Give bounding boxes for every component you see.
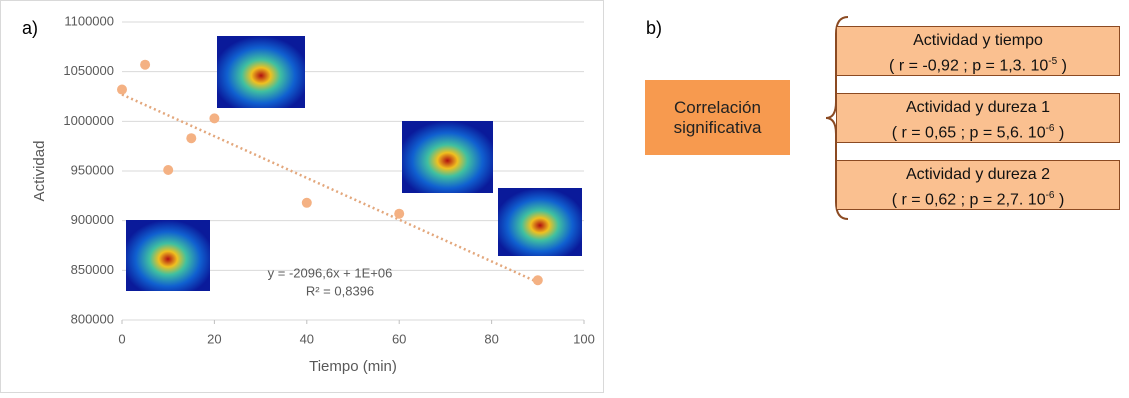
x-tick-label: 80 <box>484 331 498 346</box>
point <box>117 85 127 95</box>
correlation-box: Actividad y tiempo( r = -0,92 ; p = 1,3.… <box>836 26 1120 76</box>
point <box>302 198 312 208</box>
stats-exponent: -6 <box>1046 190 1055 201</box>
box-stats: ( r = 0,65 ; p = 5,6. 10-6 ) <box>837 118 1119 143</box>
point <box>186 133 196 143</box>
y-tick-label: 800000 <box>71 311 114 326</box>
y-tick-label: 1000000 <box>63 113 114 128</box>
x-tick-label: 20 <box>207 331 221 346</box>
source-text: Correlación significativa <box>658 98 778 138</box>
box-title: Actividad y dureza 2 <box>837 164 1119 185</box>
stats-text: ( r = -0,92 ; p = 1,3. 10 <box>889 57 1048 74</box>
x-axis-label: Tiempo (min) <box>309 358 397 375</box>
trend-equation: y = -2096,6x + 1E+06 <box>268 265 393 280</box>
chart: 800000 850000 900000 950000 1000000 1050000 11… <box>0 0 605 398</box>
y-axis-label: Actividad <box>31 141 48 202</box>
x-tick-label: 40 <box>300 331 314 346</box>
x-tick-label: 100 <box>573 331 595 346</box>
stats-text: ( r = 0,62 ; p = 2,7. 10 <box>892 191 1046 208</box>
y-tick-label: 1050000 <box>63 63 114 78</box>
correlation-box: Actividad y dureza 1( r = 0,65 ; p = 5,6… <box>836 93 1120 143</box>
y-tick-label: 900000 <box>71 212 114 227</box>
x-tick-label: 60 <box>392 331 406 346</box>
panel-label: a) <box>22 18 38 39</box>
stats-text: ) <box>1057 57 1067 74</box>
point <box>163 165 173 175</box>
box-stats: ( r = -0,92 ; p = 1,3. 10-5 ) <box>837 51 1119 76</box>
point <box>209 113 219 123</box>
heatmap-image <box>402 121 493 193</box>
stats-text: ( r = 0,65 ; p = 5,6. 10 <box>892 124 1046 141</box>
point <box>394 209 404 219</box>
y-tick-label: 1100000 <box>64 13 114 28</box>
point <box>140 60 150 70</box>
y-tick-label: 950000 <box>71 162 114 177</box>
y-tick-label: 850000 <box>71 262 114 277</box>
correlation-box: Actividad y dureza 2( r = 0,62 ; p = 2,7… <box>836 160 1120 210</box>
stats-text: ) <box>1055 191 1065 208</box>
stats-exponent: -5 <box>1048 56 1057 67</box>
box-title: Actividad y tiempo <box>837 30 1119 51</box>
source-box: Correlación significativa <box>645 80 790 155</box>
x-tick-label: 0 <box>118 331 125 346</box>
heatmap-image <box>217 36 305 108</box>
stats-text: ) <box>1055 124 1065 141</box>
heatmap-image <box>126 220 210 291</box>
point <box>533 275 543 285</box>
page: 800000 850000 900000 950000 1000000 1050000 11… <box>0 0 1129 398</box>
stats-exponent: -6 <box>1046 123 1055 134</box>
box-stats: ( r = 0,62 ; p = 2,7. 10-6 ) <box>837 185 1119 210</box>
trend-r2: R² = 0,8396 <box>306 283 374 298</box>
box-title: Actividad y dureza 1 <box>837 97 1119 118</box>
heatmap-image <box>498 188 582 256</box>
panel-label: b) <box>646 18 662 39</box>
